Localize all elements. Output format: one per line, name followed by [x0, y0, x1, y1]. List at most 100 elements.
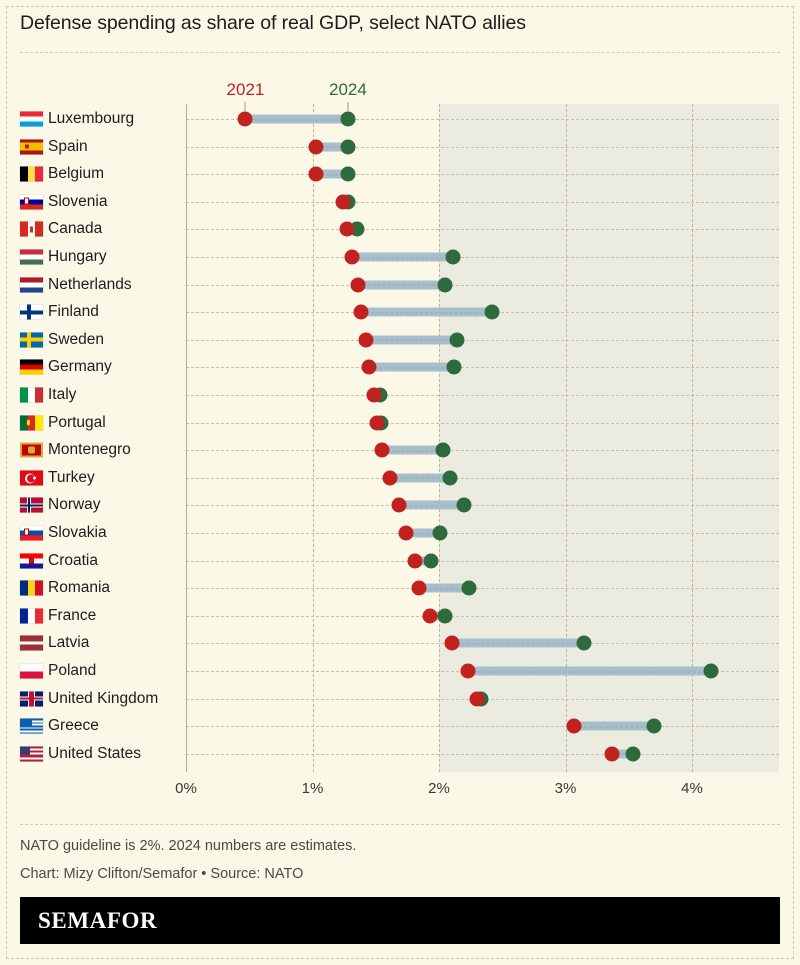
gridline-horizontal — [186, 339, 779, 341]
gridline-vertical — [692, 104, 693, 772]
gridline-horizontal — [186, 257, 779, 258]
data-point-2024[interactable] — [446, 359, 462, 375]
data-point-2021[interactable] — [391, 497, 407, 513]
country-label: Belgium — [48, 165, 104, 183]
data-point-2021[interactable] — [444, 635, 460, 651]
data-point-2021[interactable] — [308, 139, 324, 155]
flag-stripe — [20, 759, 43, 762]
data-point-2021[interactable] — [366, 387, 382, 403]
flag-emblem — [25, 418, 31, 427]
gridline-horizontal — [186, 753, 779, 755]
legend-label-2021: 2021 — [226, 80, 265, 99]
flag-emblem — [25, 144, 29, 149]
data-point-2024[interactable] — [484, 304, 500, 320]
flag-stripe — [20, 525, 43, 531]
data-point-2021[interactable] — [604, 746, 620, 762]
divider-bottom — [20, 824, 780, 825]
flag-stripe — [20, 282, 43, 288]
flag-emblem — [28, 556, 34, 564]
data-point-2024[interactable] — [442, 470, 458, 486]
dumbbell-connector — [365, 335, 457, 345]
flag-icon — [20, 608, 43, 624]
flag-stripe — [20, 116, 43, 122]
note-guideline: NATO guideline is 2%. 2024 numbers are e… — [20, 838, 357, 854]
data-point-2021[interactable] — [358, 332, 374, 348]
data-point-2021[interactable] — [344, 249, 360, 265]
data-point-2024[interactable] — [340, 139, 356, 155]
data-point-2024[interactable] — [456, 497, 472, 513]
data-point-2024[interactable] — [445, 249, 461, 265]
flag-icon — [20, 691, 43, 707]
flag-stripe — [20, 754, 43, 757]
data-point-2021[interactable] — [339, 221, 355, 237]
data-point-2021[interactable] — [407, 553, 423, 569]
country-label: Luxembourg — [48, 110, 135, 127]
flag-cross-horizontal — [20, 337, 43, 342]
flag-stripe — [35, 221, 43, 237]
flag-icon — [20, 304, 43, 320]
data-point-2021[interactable] — [566, 718, 582, 734]
dumbbell-connector — [468, 666, 711, 676]
data-point-2021[interactable] — [398, 525, 414, 541]
data-point-2021[interactable] — [369, 415, 385, 431]
gridline-horizontal — [186, 533, 779, 534]
gridline-horizontal — [186, 450, 779, 452]
country-label: Turkey — [48, 468, 95, 486]
flag-icon — [20, 497, 43, 513]
data-point-2024[interactable] — [435, 442, 451, 458]
flag-stripe — [20, 204, 43, 210]
data-point-2024[interactable] — [461, 580, 477, 596]
gridline-horizontal — [186, 119, 779, 120]
data-point-2021[interactable] — [460, 663, 476, 679]
country-label: Sweden — [48, 330, 105, 348]
flag-icon — [20, 332, 43, 348]
data-point-2021[interactable] — [350, 277, 366, 293]
data-point-2024[interactable] — [340, 111, 356, 127]
flag-stripe — [20, 142, 43, 151]
data-point-2021[interactable] — [374, 442, 390, 458]
flag-stripe — [20, 750, 43, 753]
data-point-2024[interactable] — [437, 277, 453, 293]
data-point-2024[interactable] — [449, 332, 465, 348]
flag-stripe — [20, 254, 43, 260]
data-point-2024[interactable] — [437, 608, 453, 624]
data-point-2024[interactable] — [576, 635, 592, 651]
country-label: Canada — [48, 220, 103, 238]
flag-stripe — [20, 563, 43, 569]
data-point-2021[interactable] — [353, 304, 369, 320]
data-point-2021[interactable] — [411, 580, 427, 596]
data-point-2021[interactable] — [361, 359, 377, 375]
flag-stripe — [20, 671, 43, 679]
country-label: Netherlands — [48, 275, 132, 293]
x-axis-tick-label: 3% — [554, 780, 577, 797]
data-point-2024[interactable] — [703, 663, 719, 679]
flag-icon — [20, 359, 43, 375]
flag-icon — [20, 387, 43, 403]
data-point-2024[interactable] — [423, 553, 439, 569]
flag-stripe — [20, 150, 43, 155]
flag-inner-cross-vertical — [27, 497, 31, 513]
connector-dash — [451, 643, 585, 645]
connector-dash — [430, 615, 446, 617]
flag-stripe — [20, 530, 43, 536]
data-point-2021[interactable] — [335, 194, 351, 210]
data-point-2021[interactable] — [469, 691, 485, 707]
data-point-2021[interactable] — [308, 166, 324, 182]
x-axis-tick-label: 4% — [681, 780, 703, 797]
flag-stripe — [20, 199, 43, 205]
data-point-2021[interactable] — [422, 608, 438, 624]
flag-stripe — [20, 535, 43, 541]
flag-stripe — [20, 746, 43, 749]
flag-star — [33, 476, 37, 480]
flag-stripe — [27, 166, 36, 182]
data-point-2021[interactable] — [237, 111, 253, 127]
gridline-horizontal — [186, 146, 779, 148]
data-point-2021[interactable] — [382, 470, 398, 486]
flag-stripe — [20, 259, 43, 265]
data-point-2024[interactable] — [340, 166, 356, 182]
data-point-2024[interactable] — [625, 746, 641, 762]
connector-dash — [245, 119, 348, 120]
data-point-2024[interactable] — [646, 718, 662, 734]
data-point-2024[interactable] — [432, 525, 448, 541]
